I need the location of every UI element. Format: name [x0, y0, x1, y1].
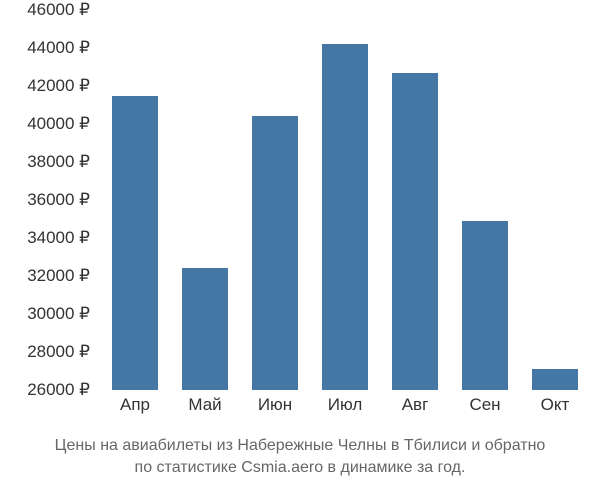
y-tick-label: 34000 ₽: [27, 228, 90, 248]
x-tick-label: Сен: [469, 395, 500, 415]
y-tick-label: 36000 ₽: [27, 190, 90, 210]
plot-area: [100, 10, 590, 390]
y-tick-label: 28000 ₽: [27, 342, 90, 362]
bar: [112, 96, 158, 391]
caption-line-1: Цены на авиабилеты из Набережные Челны в…: [55, 437, 546, 454]
y-tick-label: 38000 ₽: [27, 152, 90, 172]
y-tick-label: 46000 ₽: [27, 0, 90, 20]
bar: [182, 268, 228, 390]
caption-line-2: по статистике Csmia.aero в динамике за г…: [135, 459, 466, 476]
x-tick-label: Июн: [258, 395, 292, 415]
x-tick-label: Апр: [120, 395, 150, 415]
y-tick-label: 42000 ₽: [27, 76, 90, 96]
chart-caption: Цены на авиабилеты из Набережные Челны в…: [0, 435, 600, 480]
y-tick-label: 32000 ₽: [27, 266, 90, 286]
x-axis: Апр Май Июн Июл Авг Сен Окт: [100, 395, 590, 425]
bar: [322, 44, 368, 390]
chart-container: 26000 ₽ 28000 ₽ 30000 ₽ 32000 ₽ 34000 ₽ 36000…: [0, 0, 600, 500]
x-tick-label: Май: [188, 395, 221, 415]
bar: [252, 116, 298, 390]
x-tick-label: Авг: [402, 395, 429, 415]
y-tick-label: 30000 ₽: [27, 304, 90, 324]
x-tick-label: Июл: [328, 395, 363, 415]
y-tick-label: 44000 ₽: [27, 38, 90, 58]
bar: [392, 73, 438, 390]
y-axis: 26000 ₽28000 ₽30000 ₽32000 ₽34000 ₽36000…: [0, 10, 95, 390]
y-tick-label: 40000 ₽: [27, 114, 90, 134]
x-tick-label: Окт: [541, 395, 570, 415]
bar: [532, 369, 578, 390]
y-tick-label: 26000 ₽: [27, 380, 90, 400]
bar: [462, 221, 508, 390]
